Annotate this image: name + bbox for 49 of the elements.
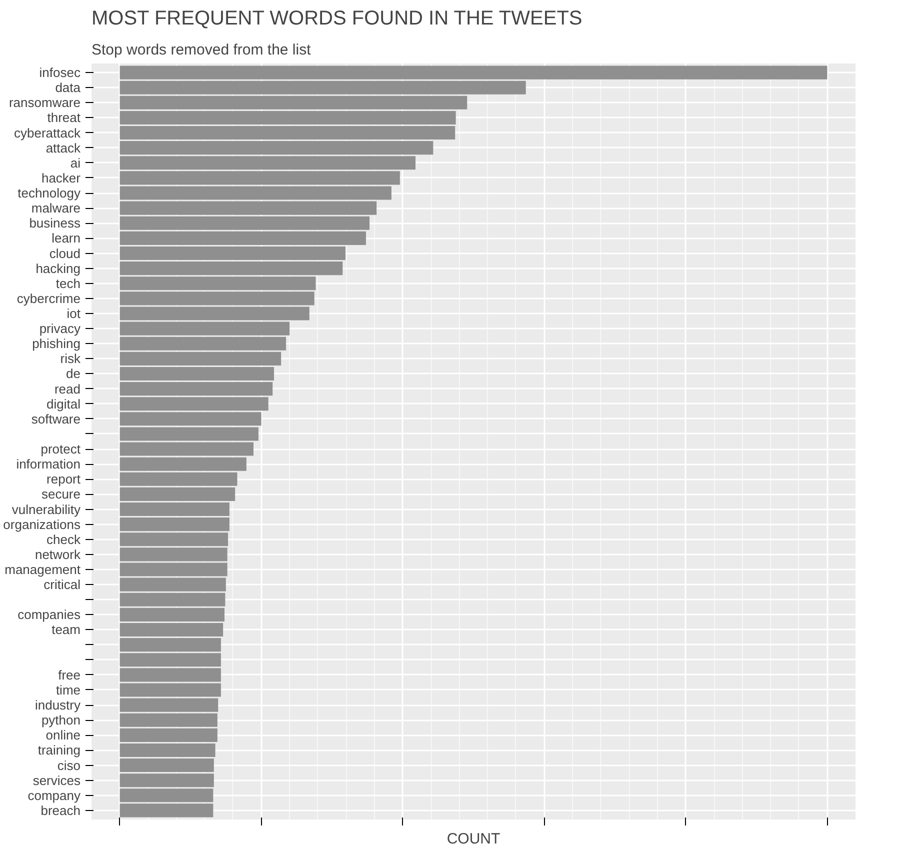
y-tick-label: company: [28, 788, 81, 803]
y-tick-label: vulnerability: [12, 502, 81, 517]
y-tick-label: cybercrime: [16, 290, 81, 306]
y-tick-label: ciso: [57, 758, 81, 773]
x-axis-title: COUNT: [446, 830, 500, 848]
y-tick-label: malware: [31, 200, 80, 216]
y-tick-label: organizations: [3, 516, 81, 532]
chart-subtitle: Stop words removed from the list: [92, 42, 312, 58]
y-tick-label: risk: [60, 351, 81, 366]
y-tick-label: learn: [52, 230, 81, 246]
y-tick-label: breach: [40, 802, 80, 818]
y-tick-label: digital: [46, 396, 81, 412]
y-tick-label: online: [46, 728, 81, 743]
y-tick-label: hacking: [36, 260, 81, 276]
y-tick-label: network: [34, 546, 81, 562]
y-tick-label: business: [29, 216, 81, 231]
y-tick-label: industry: [34, 698, 81, 713]
y-tick-label: companies: [18, 607, 81, 622]
y-tick-label: python: [41, 712, 81, 728]
y-tick-label: hacker: [41, 170, 82, 186]
y-tick-label: cloud: [49, 246, 80, 261]
y-tick-label: software: [31, 411, 81, 426]
y-tick-label: read: [54, 381, 81, 396]
y-tick-label: management: [4, 562, 81, 578]
y-tick-label: threat: [47, 110, 81, 126]
y-tick-label: time: [56, 682, 81, 698]
y-tick-label: cyberattack: [14, 125, 81, 140]
y-tick-label: report: [46, 472, 81, 487]
chart-title: MOST FREQUENT WORDS FOUND IN THE TWEETS: [92, 8, 582, 30]
y-tick-label: critical: [44, 577, 81, 592]
y-tick-label: tech: [56, 276, 81, 291]
y-tick-label: ai: [70, 155, 81, 170]
y-tick-label: ransomware: [8, 95, 81, 110]
y-tick-label: team: [52, 622, 81, 638]
y-tick-label: protect: [40, 442, 81, 457]
y-tick-label: services: [32, 772, 81, 788]
y-tick-label: phishing: [32, 336, 81, 352]
y-tick-label: de: [66, 366, 81, 382]
y-tick-label: attack: [46, 140, 81, 156]
y-tick-label: infosec: [39, 65, 81, 80]
y-tick-label: data: [55, 80, 82, 96]
y-tick-label: secure: [41, 486, 81, 502]
y-tick-label: free: [58, 667, 81, 682]
y-tick-label: iot: [66, 306, 81, 321]
y-tick-label: privacy: [39, 321, 81, 336]
y-tick-label: technology: [18, 186, 81, 201]
y-tick-label: training: [38, 742, 81, 758]
y-tick-label: check: [46, 532, 81, 547]
y-tick-label: information: [16, 456, 81, 472]
